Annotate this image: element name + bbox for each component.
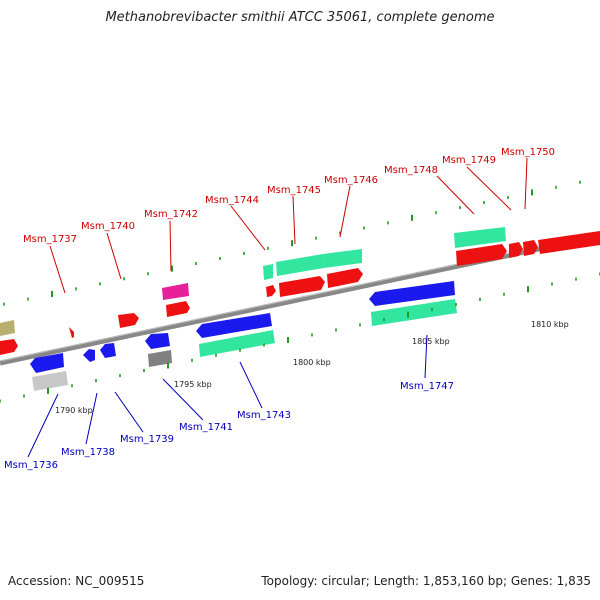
accession-label: Accession: NC_009515 bbox=[8, 574, 145, 588]
rna-feature[interactable] bbox=[276, 254, 324, 276]
rna-feature[interactable] bbox=[263, 264, 273, 280]
gene-arrow-forward[interactable] bbox=[69, 327, 74, 338]
gene-arrow-forward[interactable] bbox=[266, 285, 276, 297]
gene-label[interactable]: Msm_1737 bbox=[23, 234, 77, 245]
gene-arrow-forward[interactable] bbox=[538, 231, 600, 254]
gene-label[interactable]: Msm_1744 bbox=[205, 195, 259, 206]
gene-label[interactable]: Msm_1743 bbox=[237, 410, 291, 421]
gene-arrow-forward[interactable] bbox=[279, 276, 325, 297]
gene-arrow-reverse[interactable] bbox=[145, 333, 170, 349]
gene-arrow-forward[interactable] bbox=[456, 244, 507, 266]
gene-arrow-reverse[interactable] bbox=[100, 343, 116, 358]
genome-summary: Topology: circular; Length: 1,853,160 bp… bbox=[261, 574, 591, 588]
gene-arrow-forward[interactable] bbox=[327, 268, 363, 288]
gene-arrow-reverse[interactable] bbox=[196, 313, 272, 338]
gene-labels-top: Msm_1737 Msm_1740 Msm_1742 Msm_1744 Msm_… bbox=[23, 147, 555, 245]
gene-label[interactable]: Msm_1748 bbox=[384, 165, 438, 176]
scale-label: 1790 kbp bbox=[55, 406, 93, 415]
scale-ticks bbox=[0, 180, 600, 403]
leader-lines-bottom bbox=[27, 334, 428, 458]
rna-feature[interactable] bbox=[199, 330, 275, 357]
gene-label[interactable]: Msm_1739 bbox=[120, 434, 174, 445]
scale-label: 1805 kbp bbox=[412, 337, 450, 346]
gene-label[interactable]: Msm_1746 bbox=[324, 175, 378, 186]
misc-feature[interactable] bbox=[32, 371, 68, 391]
gene-label[interactable]: Msm_1745 bbox=[267, 185, 321, 196]
scale-label: 1795 kbp bbox=[174, 380, 212, 389]
gene-arrow-reverse[interactable] bbox=[369, 281, 455, 306]
gene-arrow-forward[interactable] bbox=[509, 242, 523, 258]
gene-arrow-forward[interactable] bbox=[166, 301, 190, 317]
gene-labels-bottom: Msm_1736 Msm_1738 Msm_1739 Msm_1741 Msm_… bbox=[4, 381, 454, 471]
map-title: Methanobrevibacter smithii ATCC 35061, c… bbox=[105, 10, 495, 25]
rna-feature[interactable] bbox=[323, 249, 362, 268]
gene-label[interactable]: Msm_1750 bbox=[501, 147, 555, 158]
gene-arrow-forward[interactable] bbox=[523, 240, 538, 256]
scale-label: 1810 kbp bbox=[531, 320, 569, 329]
gene-label[interactable]: Msm_1749 bbox=[442, 155, 496, 166]
gene-label[interactable]: Msm_1741 bbox=[179, 422, 233, 433]
scale-label: 1800 kbp bbox=[293, 358, 331, 367]
gene-arrow-reverse[interactable] bbox=[30, 353, 64, 373]
rna-feature[interactable] bbox=[371, 299, 457, 326]
gene-label[interactable]: Msm_1736 bbox=[4, 460, 58, 471]
gene-arrow-reverse[interactable] bbox=[83, 349, 95, 362]
gene-label[interactable]: Msm_1747 bbox=[400, 381, 454, 392]
gene-arrow-forward[interactable] bbox=[118, 313, 139, 328]
reverse-features bbox=[30, 281, 457, 391]
gene-label[interactable]: Msm_1738 bbox=[61, 447, 115, 458]
misc-feature[interactable] bbox=[148, 350, 172, 367]
gene-arrow-forward[interactable] bbox=[0, 339, 18, 355]
forward-features bbox=[0, 227, 600, 355]
gene-label[interactable]: Msm_1742 bbox=[144, 209, 198, 220]
gene-label[interactable]: Msm_1740 bbox=[81, 221, 135, 232]
rna-feature[interactable] bbox=[454, 227, 506, 248]
scale-labels: 1790 kbp 1795 kbp 1800 kbp 1805 kbp 1810… bbox=[55, 320, 569, 415]
pseudogene-feature[interactable] bbox=[162, 283, 189, 300]
leader-lines-top bbox=[49, 157, 528, 294]
misc-feature[interactable] bbox=[0, 320, 15, 336]
